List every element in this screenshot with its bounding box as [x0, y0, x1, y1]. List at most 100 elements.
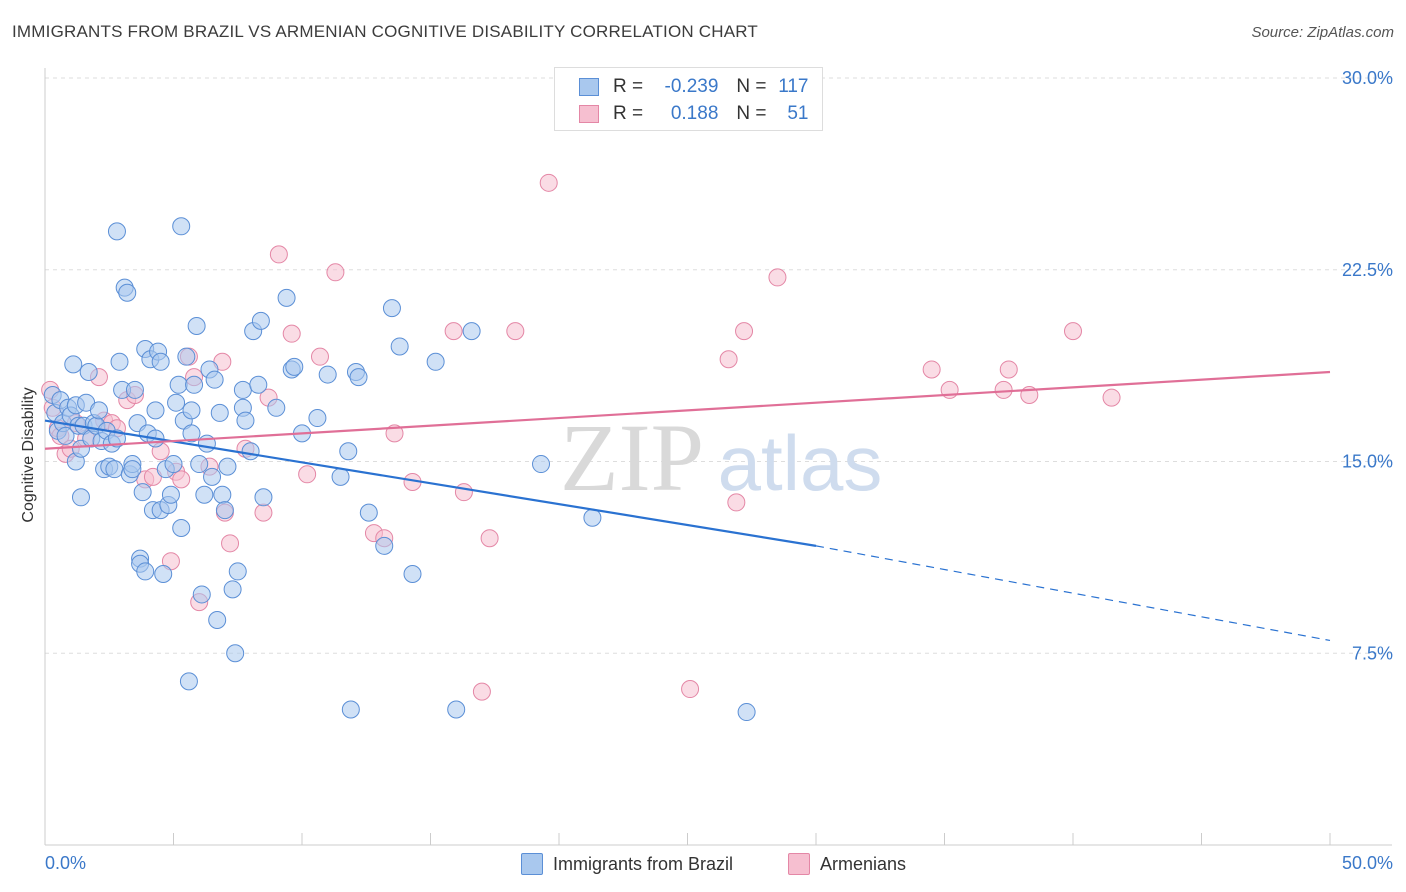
armenians-point — [310, 347, 329, 366]
brazil-point — [123, 460, 142, 479]
brazil-point — [107, 429, 126, 448]
armenians-point — [326, 263, 345, 282]
brazil-point — [89, 401, 108, 420]
brazil-point — [218, 457, 237, 476]
brazil-point — [241, 442, 260, 461]
armenians-point — [999, 360, 1018, 379]
y-tick-label: 22.5% — [1342, 260, 1393, 280]
chart-title: IMMIGRANTS FROM BRAZIL VS ARMENIAN COGNI… — [12, 22, 759, 41]
brazil-point — [210, 403, 229, 422]
x-tick-label: 50.0% — [1342, 853, 1393, 873]
armenians-point — [254, 503, 273, 522]
brazil-point — [426, 352, 445, 371]
brazil-point — [56, 426, 75, 445]
armenians-point — [172, 470, 191, 489]
r-value-armenians: 0.188 — [665, 103, 719, 124]
brazil-trend-extension — [815, 545, 1331, 642]
n-label: N = — [736, 76, 767, 97]
armenians-trend-line — [44, 370, 1331, 450]
legend-label-armenians: Armenians — [820, 853, 907, 874]
brazil-point — [233, 380, 252, 399]
brazil-point — [254, 488, 273, 507]
y-tick-label: 15.0% — [1342, 452, 1393, 472]
brazil-point — [192, 585, 211, 604]
watermark-atlas: atlas — [718, 419, 883, 507]
brazil-point — [532, 455, 551, 474]
brazil-point — [195, 485, 214, 504]
brazil-point — [251, 311, 270, 330]
legend-item-armenians: Armenians — [788, 853, 906, 875]
brazil-point — [249, 375, 268, 394]
brazil-point — [447, 700, 466, 719]
brazil-point — [285, 357, 304, 376]
brazil-point — [382, 299, 401, 318]
stats-legend: R = -0.239 N = 117 R = 0.188 N = 51 — [554, 67, 823, 131]
r-label: R = — [613, 103, 644, 124]
trend-lines — [44, 370, 1331, 642]
brazil-point — [267, 398, 286, 417]
r-label: R = — [613, 76, 644, 97]
brazil-point — [172, 518, 191, 537]
brazil-point — [236, 411, 255, 430]
armenians-point — [681, 680, 700, 699]
stats-row-brazil: R = -0.239 N = 117 — [579, 75, 809, 99]
x-tick-label: 0.0% — [45, 853, 86, 873]
brazil-point — [205, 370, 224, 389]
armenians-point — [269, 245, 288, 264]
brazil-point — [169, 375, 188, 394]
y-axis-label: Cognitive Disability — [20, 387, 37, 523]
brazil-point — [125, 380, 144, 399]
armenians-point — [454, 483, 473, 502]
brazil-point — [182, 401, 201, 420]
brazil-point — [185, 375, 204, 394]
tick-labels: 7.5% 15.0% 22.5% 30.0% 0.0% 50.0% — [45, 68, 1393, 873]
brazil-point — [107, 222, 126, 241]
legend-label-brazil: Immigrants from Brazil — [553, 853, 734, 874]
armenians-point — [719, 350, 738, 369]
armenians-point — [282, 324, 301, 343]
armenians-swatch — [579, 105, 599, 123]
armenians-point — [506, 322, 525, 341]
grid — [45, 77, 1392, 654]
brazil-point — [462, 322, 481, 341]
brazil-point — [172, 217, 191, 236]
brazil-point — [213, 485, 232, 504]
armenians-point — [727, 493, 746, 512]
brazil-point — [190, 455, 209, 474]
brazil-point — [164, 455, 183, 474]
stats-row-armenians: R = 0.188 N = 51 — [579, 102, 809, 126]
armenians-point — [922, 360, 941, 379]
armenians-point — [1102, 388, 1121, 407]
n-value-brazil: 117 — [778, 76, 809, 97]
y-tick-label: 7.5% — [1352, 643, 1393, 663]
armenians-point — [768, 268, 787, 287]
brazil-point — [136, 562, 155, 581]
armenians-point — [994, 380, 1013, 399]
armenians-point — [1064, 322, 1082, 341]
axes — [44, 68, 1392, 846]
brazil-point — [203, 467, 222, 486]
n-label: N = — [736, 103, 767, 124]
brazil-point — [64, 355, 83, 374]
brazil-point — [375, 536, 394, 555]
y-tick-label: 30.0% — [1342, 68, 1393, 88]
brazil-point — [228, 562, 247, 581]
brazil-point — [167, 393, 186, 412]
brazil-point — [390, 337, 409, 356]
brazil-point — [318, 365, 337, 384]
brazil-point — [341, 700, 360, 719]
armenians-legend-swatch — [788, 853, 810, 875]
armenians-point — [298, 465, 317, 484]
brazil-point — [187, 316, 206, 335]
brazil-point — [182, 424, 201, 443]
legend-item-brazil: Immigrants from Brazil — [521, 853, 733, 875]
brazil-point — [71, 488, 90, 507]
armenians-point — [472, 682, 491, 701]
brazil-point — [133, 483, 152, 502]
brazil-point — [179, 672, 198, 691]
brazil-point — [118, 283, 137, 302]
brazil-point — [339, 442, 358, 461]
brazil-point — [359, 503, 378, 522]
brazil-point — [215, 501, 234, 520]
brazil-point — [161, 485, 180, 504]
